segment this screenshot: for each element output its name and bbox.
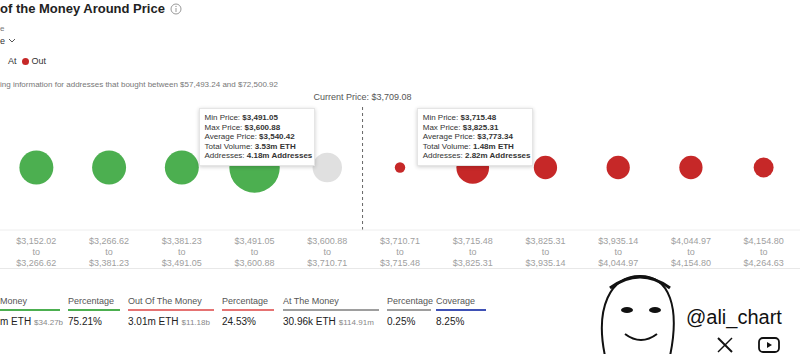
- html-text:Percentage: Percentage: [68, 296, 114, 306]
- html-text:ing information for addresses: ing information for addresses that bough…: [0, 80, 278, 89]
- svg-text:$3,266.62to$3,381.23: $3,266.62to$3,381.23: [89, 236, 129, 268]
- html-text:Min Price: $3,715.48: Min Price: $3,715.48: [422, 113, 497, 122]
- svg-text:$3,600.88to$3,710.71: $3,600.88to$3,710.71: [307, 236, 347, 268]
- svg-text:$4,044.97to$4,154.80: $4,044.97to$4,154.80: [671, 236, 711, 268]
- html-text:24.53%: 24.53%: [222, 316, 256, 327]
- html-text:0.25%: 0.25%: [387, 316, 416, 327]
- html-text:30.96k ETH $114.91m: 30.96k ETH $114.91m: [283, 316, 374, 327]
- svg-text:$3,152.02to$3,266.62: $3,152.02to$3,266.62: [16, 236, 56, 268]
- html-text:Addresses: 4.18m Addresses: Addresses: 4.18m Addresses: [204, 151, 313, 160]
- svg-text:$3,825.31to$3,935.14: $3,825.31to$3,935.14: [525, 236, 565, 268]
- html-text:Coverage: Coverage: [436, 296, 475, 306]
- html-text:Money: Money: [0, 296, 27, 306]
- html-text:3.01m ETH $11.18b: 3.01m ETH $11.18b: [128, 316, 210, 327]
- html-text:Percentage: Percentage: [387, 296, 433, 306]
- html-text:Percentage: Percentage: [222, 296, 268, 306]
- html-text:Total Volume: 1.48m ETH: Total Volume: 1.48m ETH: [422, 141, 514, 151]
- svg-text:Current Price: $3,709.08: Current Price: $3,709.08: [314, 92, 412, 102]
- html-text:Average Price: $3,540.42: Average Price: $3,540.42: [204, 132, 295, 141]
- html-text:@ali_chart: @ali_chart: [686, 306, 782, 328]
- html-text:Total Volume: 3.53m ETH: Total Volume: 3.53m ETH: [204, 141, 296, 151]
- html-text:75.21%: 75.21%: [68, 316, 102, 327]
- html-text:e: e: [0, 24, 5, 33]
- html-text:Max Price: $3,825.31: Max Price: $3,825.31: [422, 122, 499, 132]
- svg-text:$4,154.80to$4,264.63: $4,154.80to$4,264.63: [744, 236, 784, 268]
- html-text:of the Money Around Price: of the Money Around Price: [0, 1, 165, 16]
- svg-text:$3,491.05to$3,600.88: $3,491.05to$3,600.88: [235, 236, 275, 268]
- html-text:Average Price: $3,773.34: Average Price: $3,773.34: [422, 132, 513, 141]
- html-text:Out: Out: [31, 56, 46, 66]
- html-text:At: At: [8, 56, 17, 66]
- svg-text:$3,935.14to$4,044.97: $3,935.14to$4,044.97: [598, 236, 638, 268]
- html-text:At The Money: At The Money: [283, 296, 339, 306]
- html-text:m ETH $34.27b: m ETH $34.27b: [0, 316, 63, 327]
- html-text:Max Price: $3,600.88: Max Price: $3,600.88: [204, 122, 281, 132]
- html-text:8.25%: 8.25%: [436, 316, 465, 327]
- svg-text:$3,715.48to$3,825.31: $3,715.48to$3,825.31: [453, 236, 493, 268]
- svg-text:$3,710.71to$3,715.48: $3,710.71to$3,715.48: [380, 236, 420, 268]
- html-text:e: e: [0, 36, 5, 46]
- svg-text:$3,381.23to$3,491.05: $3,381.23to$3,491.05: [162, 236, 202, 268]
- html-text:Addresses: 2.82m Addresses: Addresses: 2.82m Addresses: [422, 151, 531, 160]
- html-text:Min Price: $3,491.05: Min Price: $3,491.05: [204, 113, 278, 122]
- html-text:Out Of The Money: Out Of The Money: [128, 296, 202, 306]
